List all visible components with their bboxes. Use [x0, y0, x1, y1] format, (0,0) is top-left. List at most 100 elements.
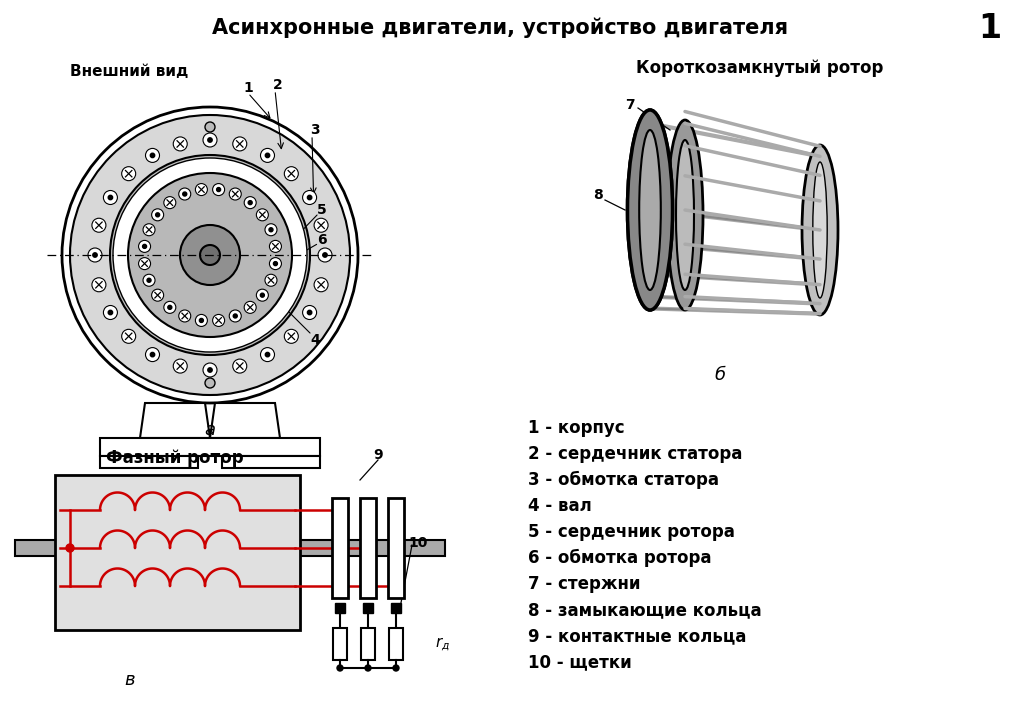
Text: 10 - щетки: 10 - щетки: [528, 653, 632, 671]
Circle shape: [110, 155, 310, 355]
Circle shape: [269, 240, 282, 252]
Bar: [362, 603, 373, 613]
Circle shape: [196, 314, 208, 326]
Ellipse shape: [639, 130, 660, 290]
Text: 3 - обмотка статора: 3 - обмотка статора: [528, 471, 719, 489]
Circle shape: [113, 158, 307, 352]
Text: 1: 1: [243, 81, 253, 95]
Polygon shape: [140, 403, 210, 438]
Text: $r_д$: $r_д$: [435, 635, 450, 653]
Circle shape: [233, 314, 238, 318]
Ellipse shape: [628, 110, 673, 310]
Circle shape: [265, 224, 276, 236]
Text: 8 - замыкающие кольца: 8 - замыкающие кольца: [528, 601, 762, 619]
Ellipse shape: [628, 110, 673, 310]
Circle shape: [93, 253, 97, 257]
Text: 1 - корпус: 1 - корпус: [528, 419, 625, 437]
Bar: [222, 456, 319, 468]
Text: 4: 4: [310, 333, 319, 347]
Text: 6: 6: [317, 233, 327, 247]
Circle shape: [232, 359, 247, 373]
Circle shape: [182, 192, 186, 196]
Circle shape: [92, 218, 105, 233]
Circle shape: [88, 248, 102, 262]
Ellipse shape: [802, 145, 838, 315]
Circle shape: [152, 209, 164, 220]
Bar: [100, 456, 198, 468]
Circle shape: [232, 137, 247, 151]
Circle shape: [273, 262, 278, 266]
Circle shape: [200, 245, 220, 265]
Circle shape: [303, 306, 316, 320]
Text: 9: 9: [373, 448, 383, 462]
Text: 7 - стержни: 7 - стержни: [528, 575, 640, 593]
Text: 5: 5: [317, 203, 327, 217]
Circle shape: [138, 257, 151, 269]
Text: Внешний вид: Внешний вид: [70, 65, 188, 79]
Circle shape: [213, 314, 224, 326]
Circle shape: [180, 225, 240, 285]
Circle shape: [92, 278, 105, 292]
Ellipse shape: [813, 162, 827, 298]
Text: 6 - обмотка ротора: 6 - обмотка ротора: [528, 549, 712, 567]
Ellipse shape: [667, 120, 703, 310]
Bar: [15, 540, 445, 556]
Bar: [55, 475, 300, 630]
Text: 8: 8: [593, 188, 603, 202]
Circle shape: [128, 173, 292, 337]
Text: 10: 10: [409, 536, 428, 550]
Circle shape: [109, 311, 113, 315]
Circle shape: [145, 148, 160, 162]
Circle shape: [260, 347, 274, 362]
Circle shape: [244, 196, 256, 208]
Ellipse shape: [639, 130, 660, 290]
Text: 4 - вал: 4 - вал: [528, 497, 592, 515]
Circle shape: [205, 122, 215, 132]
Circle shape: [168, 306, 172, 309]
Circle shape: [208, 138, 212, 143]
Bar: [361, 628, 375, 660]
Circle shape: [164, 301, 176, 313]
Circle shape: [62, 107, 358, 403]
Circle shape: [205, 378, 215, 388]
Circle shape: [145, 347, 160, 362]
Circle shape: [156, 213, 160, 217]
Text: б: б: [715, 366, 726, 384]
Bar: [360, 498, 376, 598]
Bar: [332, 498, 348, 598]
Circle shape: [152, 289, 164, 301]
Circle shape: [151, 352, 155, 357]
Circle shape: [393, 665, 399, 671]
Circle shape: [70, 115, 350, 395]
Text: Фазный ротор: Фазный ротор: [106, 449, 244, 467]
Circle shape: [314, 218, 328, 233]
Circle shape: [66, 544, 74, 552]
Bar: [388, 498, 404, 598]
Circle shape: [318, 248, 332, 262]
Circle shape: [203, 133, 217, 147]
Circle shape: [143, 224, 155, 236]
Text: 3: 3: [310, 123, 319, 137]
Circle shape: [285, 329, 298, 343]
Circle shape: [307, 311, 311, 315]
Circle shape: [256, 289, 268, 301]
Circle shape: [265, 352, 269, 357]
Circle shape: [151, 153, 155, 157]
Circle shape: [173, 359, 187, 373]
Circle shape: [122, 167, 136, 181]
Circle shape: [323, 253, 328, 257]
Circle shape: [103, 191, 118, 204]
Circle shape: [173, 137, 187, 151]
Circle shape: [213, 184, 224, 196]
Circle shape: [208, 368, 212, 372]
Circle shape: [109, 195, 113, 200]
Bar: [333, 628, 347, 660]
Circle shape: [307, 195, 311, 200]
Text: а: а: [205, 421, 215, 439]
Circle shape: [229, 188, 242, 200]
Polygon shape: [210, 403, 280, 438]
Circle shape: [260, 294, 264, 297]
Circle shape: [365, 665, 371, 671]
Text: 5 - сердечник ротора: 5 - сердечник ротора: [528, 523, 735, 541]
Bar: [335, 603, 345, 613]
